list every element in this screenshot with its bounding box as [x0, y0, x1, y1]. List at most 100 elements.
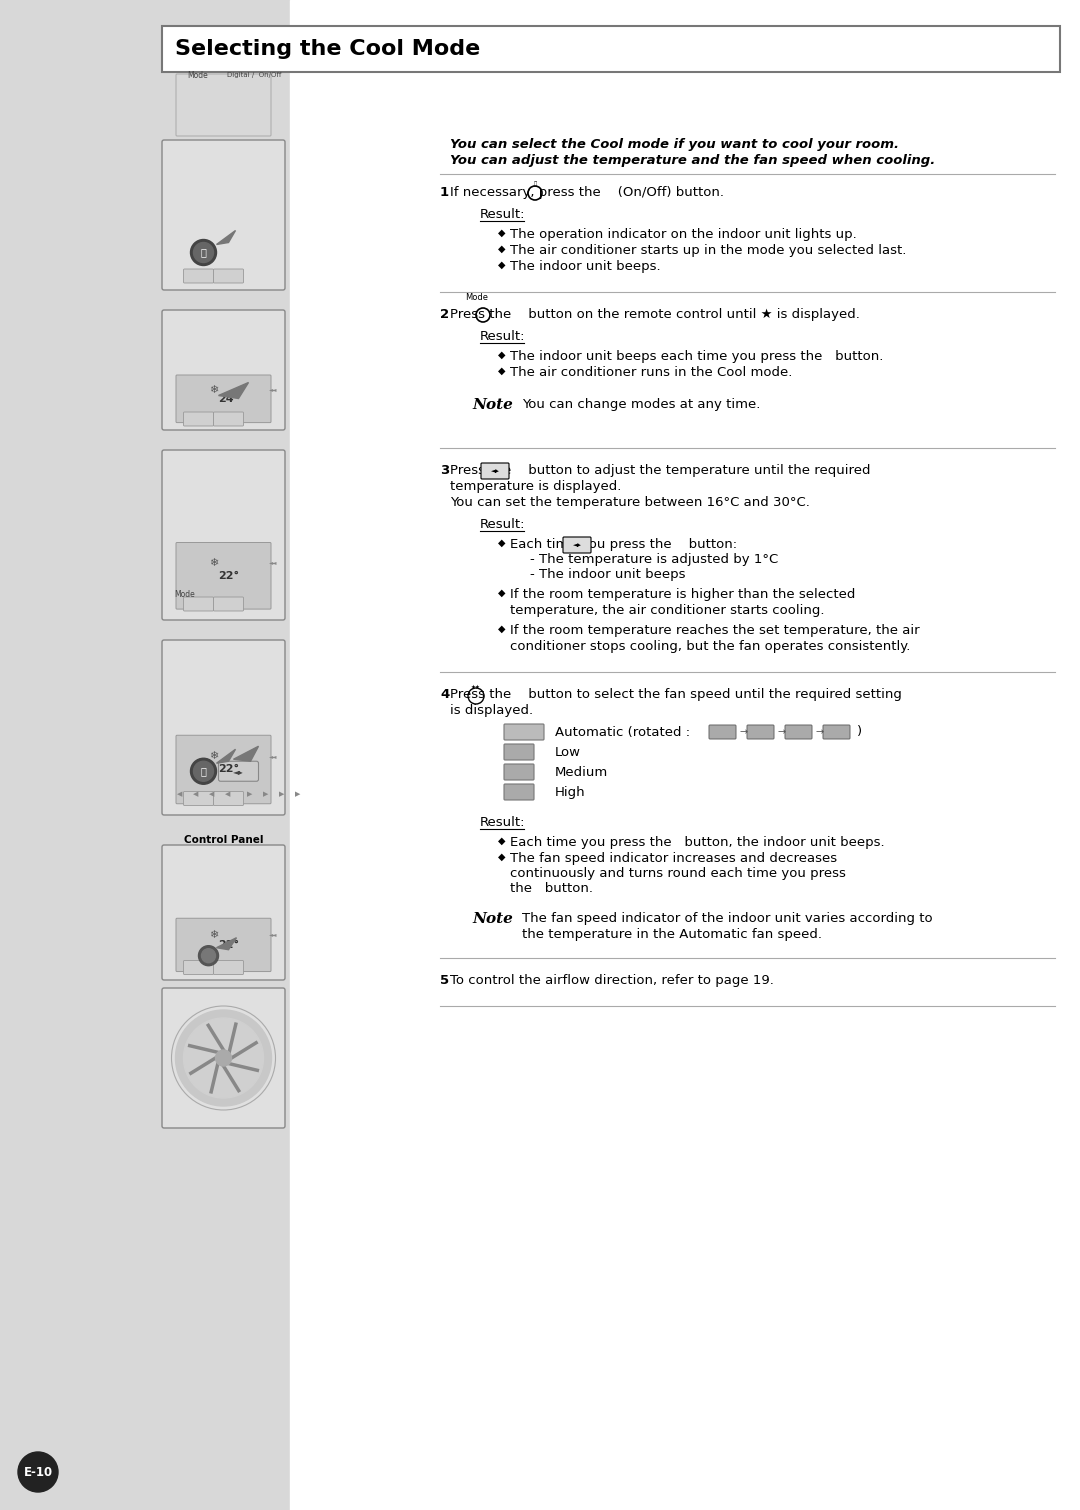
- Text: ◄◄: ◄◄: [269, 560, 278, 565]
- FancyBboxPatch shape: [162, 140, 285, 290]
- FancyBboxPatch shape: [481, 464, 509, 479]
- Text: Press the    button on the remote control until ★ is displayed.: Press the button on the remote control u…: [450, 308, 860, 322]
- Circle shape: [190, 758, 216, 784]
- Text: temperature is displayed.: temperature is displayed.: [450, 480, 621, 492]
- Text: ❄: ❄: [208, 750, 218, 761]
- Text: ◄◄: ◄◄: [269, 753, 278, 758]
- Circle shape: [18, 1453, 58, 1492]
- Text: ◆: ◆: [498, 260, 505, 270]
- Text: High: High: [555, 787, 585, 799]
- FancyBboxPatch shape: [785, 725, 812, 738]
- FancyBboxPatch shape: [176, 542, 271, 609]
- Text: temperature, the air conditioner starts cooling.: temperature, the air conditioner starts …: [510, 604, 824, 618]
- Text: The air conditioner starts up in the mode you selected last.: The air conditioner starts up in the mod…: [510, 245, 906, 257]
- Text: ❄: ❄: [208, 557, 218, 568]
- Text: Result:: Result:: [480, 208, 526, 220]
- Text: →: →: [778, 726, 786, 737]
- FancyBboxPatch shape: [504, 764, 534, 781]
- FancyBboxPatch shape: [214, 960, 243, 974]
- Text: Result:: Result:: [480, 331, 526, 343]
- Text: ◀: ◀: [177, 791, 183, 797]
- FancyBboxPatch shape: [176, 74, 271, 136]
- FancyBboxPatch shape: [184, 269, 214, 282]
- Text: You can adjust the temperature and the fan speed when cooling.: You can adjust the temperature and the f…: [450, 154, 935, 168]
- Text: ▶: ▶: [279, 791, 284, 797]
- Text: Selecting the Cool Mode: Selecting the Cool Mode: [175, 39, 481, 59]
- Polygon shape: [216, 749, 235, 763]
- Circle shape: [193, 243, 214, 263]
- Text: Automatic (rotated :: Automatic (rotated :: [555, 726, 699, 738]
- Text: ❄: ❄: [208, 930, 218, 939]
- Polygon shape: [233, 746, 258, 761]
- Text: Result:: Result:: [480, 815, 526, 829]
- FancyBboxPatch shape: [214, 269, 243, 282]
- Text: Medium: Medium: [555, 766, 608, 779]
- Text: ◆: ◆: [498, 624, 505, 634]
- Text: You can select the Cool mode if you want to cool your room.: You can select the Cool mode if you want…: [450, 137, 899, 151]
- Text: The indoor unit beeps.: The indoor unit beeps.: [510, 260, 661, 273]
- FancyBboxPatch shape: [823, 725, 850, 738]
- Text: 4: 4: [440, 689, 449, 701]
- Text: Each time you press the   button, the indoor unit beeps.: Each time you press the button, the indo…: [510, 837, 885, 849]
- Text: ◄▸: ◄▸: [490, 468, 499, 474]
- FancyBboxPatch shape: [162, 640, 285, 815]
- Text: →: →: [816, 726, 824, 737]
- Text: Low: Low: [555, 746, 581, 760]
- FancyBboxPatch shape: [214, 412, 243, 426]
- Text: ◀: ◀: [225, 791, 230, 797]
- Text: ◆: ◆: [498, 350, 505, 359]
- FancyBboxPatch shape: [162, 310, 285, 430]
- FancyBboxPatch shape: [214, 596, 243, 612]
- Text: ◆: ◆: [498, 538, 505, 548]
- Text: Press the    button to select the fan speed until the required setting: Press the button to select the fan speed…: [450, 689, 902, 701]
- FancyBboxPatch shape: [747, 725, 774, 738]
- Text: Mode: Mode: [174, 590, 194, 599]
- FancyBboxPatch shape: [504, 744, 534, 760]
- Text: If necessary, press the    (On/Off) button.: If necessary, press the (On/Off) button.: [450, 186, 724, 199]
- Bar: [0, 0, 291, 1510]
- Text: You can change modes at any time.: You can change modes at any time.: [522, 399, 760, 411]
- Text: ◄▸: ◄▸: [572, 542, 581, 548]
- Text: Note: Note: [472, 399, 513, 412]
- FancyBboxPatch shape: [218, 761, 258, 781]
- Text: Control Panel: Control Panel: [184, 835, 264, 846]
- Circle shape: [184, 1018, 264, 1098]
- Text: ⏻: ⏻: [201, 766, 206, 776]
- FancyBboxPatch shape: [214, 791, 243, 805]
- Text: the   button.: the button.: [510, 882, 593, 895]
- Polygon shape: [218, 382, 248, 399]
- FancyBboxPatch shape: [162, 846, 285, 980]
- Text: The indoor unit beeps each time you press the   button.: The indoor unit beeps each time you pres…: [510, 350, 883, 362]
- Text: 2: 2: [440, 308, 449, 322]
- Text: - The temperature is adjusted by 1°C: - The temperature is adjusted by 1°C: [530, 553, 779, 566]
- FancyBboxPatch shape: [184, 960, 214, 974]
- FancyBboxPatch shape: [708, 725, 735, 738]
- Text: If the room temperature reaches the set temperature, the air: If the room temperature reaches the set …: [510, 624, 920, 637]
- Text: conditioner stops cooling, but the fan operates consistently.: conditioner stops cooling, but the fan o…: [510, 640, 910, 652]
- Text: ◆: ◆: [498, 245, 505, 254]
- Circle shape: [216, 1049, 231, 1066]
- Text: ◆: ◆: [498, 228, 505, 239]
- Text: The air conditioner runs in the Cool mode.: The air conditioner runs in the Cool mod…: [510, 365, 793, 379]
- Text: 3: 3: [440, 464, 449, 477]
- Text: - The indoor unit beeps: - The indoor unit beeps: [530, 568, 686, 581]
- Circle shape: [175, 1010, 271, 1105]
- Polygon shape: [216, 231, 235, 245]
- Circle shape: [193, 761, 214, 781]
- FancyBboxPatch shape: [504, 723, 544, 740]
- Text: The fan speed indicator of the indoor unit varies according to: The fan speed indicator of the indoor un…: [522, 912, 933, 926]
- Text: the temperature in the Automatic fan speed.: the temperature in the Automatic fan spe…: [522, 929, 822, 941]
- Circle shape: [190, 240, 216, 266]
- Text: ⏻: ⏻: [534, 181, 537, 187]
- Text: The operation indicator on the indoor unit lights up.: The operation indicator on the indoor un…: [510, 228, 856, 242]
- Text: Each time you press the    button:: Each time you press the button:: [510, 538, 738, 551]
- FancyBboxPatch shape: [176, 918, 271, 971]
- Text: You can set the temperature between 16°C and 30°C.: You can set the temperature between 16°C…: [450, 495, 810, 509]
- Text: Digital /  On/Off: Digital / On/Off: [227, 72, 282, 79]
- FancyBboxPatch shape: [184, 596, 214, 612]
- Text: 22°: 22°: [218, 764, 239, 775]
- Text: continuously and turns round each time you press: continuously and turns round each time y…: [510, 867, 846, 880]
- Text: 1: 1: [440, 186, 449, 199]
- FancyBboxPatch shape: [563, 538, 591, 553]
- Text: ◆: ◆: [498, 587, 505, 598]
